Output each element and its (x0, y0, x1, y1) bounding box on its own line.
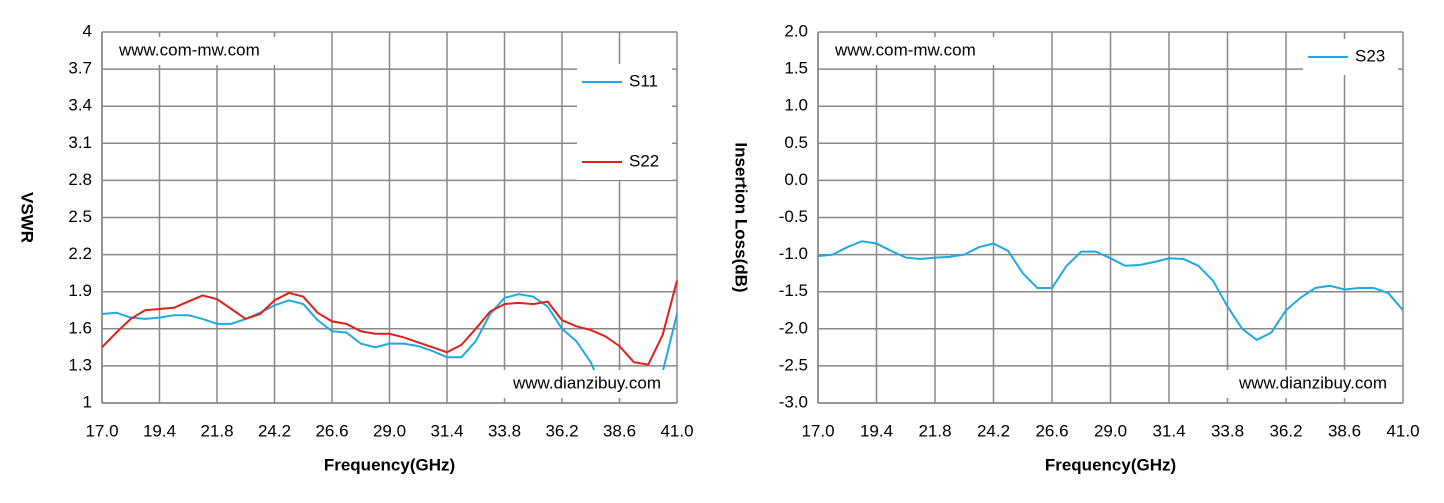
annotation-bg (452, 370, 667, 398)
y-tick-label: 3.1 (68, 133, 92, 152)
y-tick-label: 2.8 (68, 170, 92, 189)
y-tick-label: 1.5 (784, 59, 808, 78)
y-tick-label: -2.0 (779, 318, 808, 337)
annotation: www.com-mw.com (118, 40, 260, 59)
legend-label: S22 (629, 151, 659, 170)
x-tick-label: 26.6 (315, 421, 348, 440)
y-tick-label: 0.5 (784, 133, 808, 152)
y-tick-label: -2.5 (779, 355, 808, 374)
y-tick-label: 2.5 (68, 207, 92, 226)
y-tick-label: 2.0 (784, 21, 808, 40)
y-tick-label: 1.3 (68, 355, 92, 374)
x-axis-label: Frequency(GHz) (324, 455, 455, 474)
x-tick-label: 29.0 (1094, 421, 1127, 440)
x-tick-label: 41.0 (660, 421, 693, 440)
legend-label: S11 (629, 71, 658, 90)
chart: 1 1.3 1.6 1.9 2.2 2.5 2.8 3.1 3.4 3.7 4 17.0 19.4 21.… (18, 21, 694, 474)
x-tick-label: 21.8 (200, 421, 233, 440)
x-tick-label: 36.2 (1269, 421, 1302, 440)
x-tick-label: 17.0 (801, 421, 834, 440)
x-tick-label: 19.4 (860, 421, 893, 440)
y-tick-label: 1.9 (68, 281, 92, 300)
x-tick-label: 17.0 (85, 421, 118, 440)
x-tick-label: 31.4 (430, 421, 463, 440)
y-tick-label: 2.2 (68, 244, 92, 263)
y-tick-label: -0.5 (779, 207, 808, 226)
annotation: www.dianzibuy.com (512, 373, 661, 392)
y-tick-label: 4 (83, 21, 92, 40)
y-tick-label: 1 (83, 392, 92, 411)
data-line (101, 293, 678, 398)
x-tick-label: 19.4 (143, 421, 176, 440)
x-tick-label: 33.8 (1211, 421, 1244, 440)
y-tick-label: -1.0 (779, 244, 808, 263)
legend-box (577, 64, 672, 180)
x-tick-label: 26.6 (1035, 421, 1068, 440)
x-tick-label: 31.4 (1152, 421, 1185, 440)
y-axis-label: Insertion Loss(dB) (732, 142, 751, 292)
x-tick-label: 24.2 (977, 421, 1010, 440)
y-tick-label: -3.0 (779, 392, 808, 411)
chart: -3.0 -2.5 -2.0 -1.5 -1.0 -0.5 0.0 0.5 1.0 1.5 2.0 1… (732, 21, 1420, 474)
x-tick-label: 38.6 (603, 421, 636, 440)
y-tick-label: 1.6 (68, 318, 92, 337)
x-tick-label: 36.2 (545, 421, 578, 440)
x-tick-label: 24.2 (258, 421, 291, 440)
y-tick-label: 3.7 (68, 59, 92, 78)
annotation: www.com-mw.com (834, 40, 976, 59)
y-tick-label: 0.0 (784, 170, 808, 189)
y-tick-label: 3.4 (68, 96, 92, 115)
x-tick-label: 33.8 (488, 421, 521, 440)
x-tick-label: 38.6 (1328, 421, 1361, 440)
x-axis-label: Frequency(GHz) (1045, 455, 1176, 474)
x-tick-label: 41.0 (1386, 421, 1419, 440)
annotation-bg (1178, 370, 1393, 398)
x-tick-label: 21.8 (918, 421, 951, 440)
y-tick-label: 1.0 (784, 96, 808, 115)
y-axis-label: VSWR (18, 192, 37, 243)
legend-label: S23 (1355, 46, 1385, 65)
data-line (817, 240, 1404, 342)
annotation-bg (112, 37, 322, 65)
annotation: www.dianzibuy.com (1238, 373, 1387, 392)
x-tick-label: 29.0 (373, 421, 406, 440)
y-tick-label: -1.5 (779, 281, 808, 300)
data-line (101, 280, 678, 366)
annotation-bg (828, 37, 1038, 65)
